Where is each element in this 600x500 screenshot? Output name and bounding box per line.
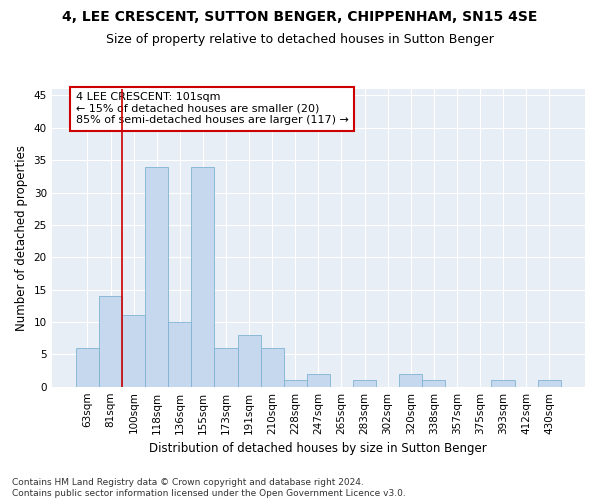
Y-axis label: Number of detached properties: Number of detached properties bbox=[15, 145, 28, 331]
Bar bbox=[538, 380, 561, 386]
Text: 4 LEE CRESCENT: 101sqm
← 15% of detached houses are smaller (20)
85% of semi-det: 4 LEE CRESCENT: 101sqm ← 15% of detached… bbox=[76, 92, 349, 126]
Bar bbox=[191, 166, 214, 386]
Bar bbox=[260, 348, 284, 387]
Bar bbox=[491, 380, 515, 386]
Bar bbox=[307, 374, 330, 386]
Text: Contains HM Land Registry data © Crown copyright and database right 2024.
Contai: Contains HM Land Registry data © Crown c… bbox=[12, 478, 406, 498]
Bar bbox=[399, 374, 422, 386]
Bar bbox=[168, 322, 191, 386]
Bar bbox=[99, 296, 122, 386]
Bar bbox=[284, 380, 307, 386]
Bar bbox=[238, 335, 260, 386]
Text: Size of property relative to detached houses in Sutton Benger: Size of property relative to detached ho… bbox=[106, 32, 494, 46]
Bar bbox=[122, 316, 145, 386]
Bar bbox=[76, 348, 99, 387]
Text: 4, LEE CRESCENT, SUTTON BENGER, CHIPPENHAM, SN15 4SE: 4, LEE CRESCENT, SUTTON BENGER, CHIPPENH… bbox=[62, 10, 538, 24]
X-axis label: Distribution of detached houses by size in Sutton Benger: Distribution of detached houses by size … bbox=[149, 442, 487, 455]
Bar bbox=[214, 348, 238, 387]
Bar bbox=[422, 380, 445, 386]
Bar bbox=[145, 166, 168, 386]
Bar bbox=[353, 380, 376, 386]
